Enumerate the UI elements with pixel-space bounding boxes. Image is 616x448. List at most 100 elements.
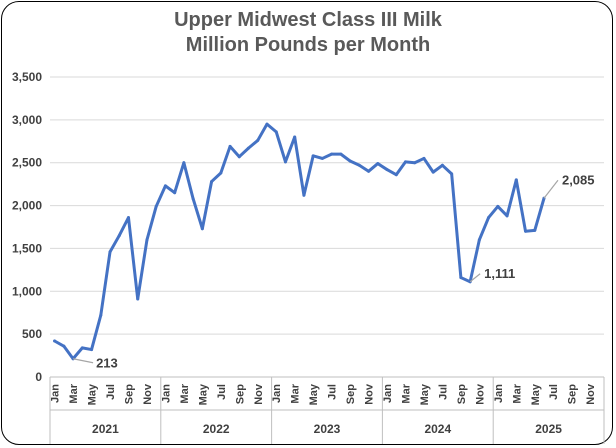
x-tick-label: Nov [585,383,597,405]
y-tick-label: 1,000 [12,284,42,298]
x-tick-label: Nov [253,383,265,405]
x-tick-label: May [419,383,431,405]
x-tick-label: Nov [142,383,154,405]
data-point [357,163,361,167]
data-point [403,160,407,164]
data-point [440,163,444,167]
year-label: 2023 [314,422,341,436]
y-tick-label: 500 [22,327,42,341]
data-point [117,234,121,238]
x-tick-label: Jul [327,384,339,400]
data-point [99,313,103,317]
x-tick-label: May [87,383,99,405]
y-tick-label: 1,500 [12,241,42,255]
data-point [108,250,112,254]
data-point [200,227,204,231]
series-line [53,122,546,361]
data-point [459,276,463,280]
y-tick-label: 2,500 [12,156,42,170]
data-point [348,159,352,163]
data-point [136,297,140,301]
x-tick-label: Sep [567,384,579,404]
data-point [145,238,149,242]
x-tick-label: Jan [160,384,172,403]
data-point [320,156,324,160]
x-tick-label: Jan [50,384,62,403]
data-point [247,146,251,150]
data-point [339,152,343,156]
x-tick-label: Sep [456,384,468,404]
data-point [173,191,177,195]
data-point [496,204,500,208]
data-label: 2,085 [562,172,595,187]
x-tick-label: May [308,383,320,405]
x-tick-label: Nov [474,383,486,405]
x-tick-label: Jul [548,384,560,400]
x-tick-label: Jul [437,384,449,400]
data-point [330,152,334,156]
x-tick-label: Mar [290,383,302,403]
chart-title-line-1: Upper Midwest Class III Milk [174,9,442,31]
chart-title-line-2: Million Pounds per Month [185,34,431,56]
data-point [80,346,84,350]
data-point [524,229,528,233]
data-point [265,122,269,126]
data-point [274,130,278,134]
x-tick-label: Jan [382,384,394,403]
data-point [533,228,537,232]
x-tick-label: Sep [345,384,357,404]
data-point [367,169,371,173]
data-label-leader [469,273,481,283]
data-point [302,193,306,197]
x-tick-label: Mar [179,383,191,403]
data-point [53,339,57,343]
x-tick-label: Mar [68,383,80,403]
data-point [62,344,66,348]
data-point [505,214,509,218]
year-label: 2025 [535,422,562,436]
data-point [376,162,380,166]
data-point [126,216,130,220]
x-tick-label: Sep [123,384,135,404]
chart-title: Upper Midwest Class III Milk Million Pou… [0,8,616,58]
y-tick-label: 3,500 [12,70,42,84]
data-point [431,170,435,174]
year-label: 2024 [424,422,451,436]
data-point [219,171,223,175]
year-label: 2022 [203,422,230,436]
data-point [283,160,287,164]
y-tick-label: 0 [35,370,42,384]
data-label-leader [543,179,559,199]
data-point [450,172,454,176]
x-tick-label: May [530,383,542,405]
data-point [256,138,260,142]
data-point [385,168,389,172]
y-tick-label: 2,000 [12,199,42,213]
data-point [163,184,167,188]
x-tick-label: Jan [271,384,283,403]
data-label: 1,111 [484,266,515,281]
data-point [210,180,214,184]
data-point [154,204,158,208]
year-label: 2021 [92,422,119,436]
data-point [477,238,481,242]
data-point [191,197,195,201]
x-tick-label: Mar [400,383,412,403]
data-label-leader [72,358,94,364]
data-point [487,216,491,220]
data-point [90,348,94,352]
x-tick-label: May [197,383,209,405]
data-point [422,156,426,160]
data-point [514,178,518,182]
data-point [394,173,398,177]
x-tick-label: Jul [105,384,117,400]
data-label: 213 [96,356,118,371]
y-tick-label: 3,000 [12,113,42,127]
data-point [293,135,297,139]
data-point [311,154,315,158]
x-tick-label: Jul [216,384,228,400]
data-point [182,161,186,165]
data-point [228,144,232,148]
